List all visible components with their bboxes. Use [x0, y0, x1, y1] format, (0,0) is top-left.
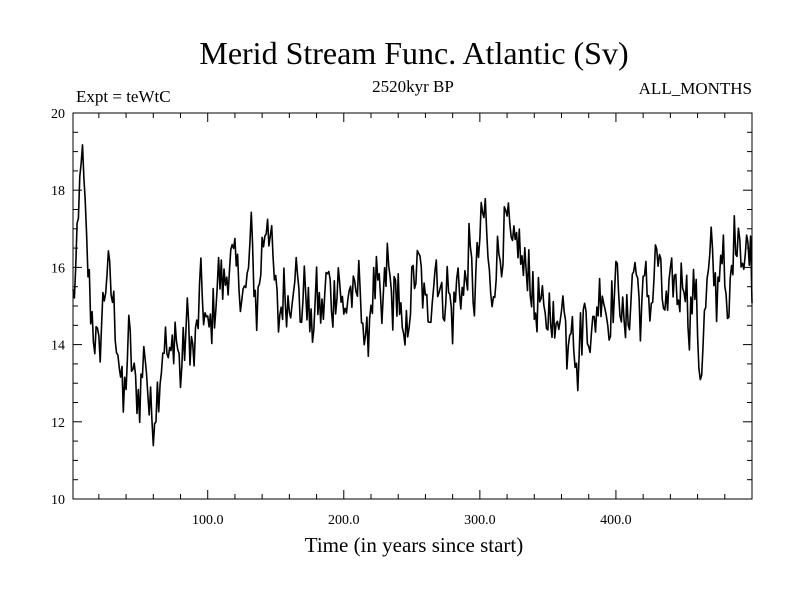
x-tick-label: 200.0 [328, 513, 360, 528]
y-tick-label: 18 [51, 184, 65, 199]
axis-ticks [73, 112, 752, 500]
subtitle-left: Expt = teWtC [76, 87, 171, 106]
y-tick-label: 20 [51, 107, 65, 122]
x-axis-label: Time (in years since start) [305, 533, 524, 557]
y-tick-label: 14 [51, 339, 65, 354]
axis-tick-labels: 10 12 14 16 18 20 100.0 200.0 300.0 400.0 [51, 107, 632, 528]
x-tick-label: 100.0 [192, 513, 224, 528]
y-tick-label: 10 [51, 493, 65, 508]
subtitle-right: ALL_MONTHS [639, 79, 752, 98]
x-tick-label: 300.0 [464, 513, 496, 528]
plot-area-frame [72, 112, 753, 500]
subtitle-center: 2520kyr BP [372, 77, 454, 96]
chart-title: Merid Stream Func. Atlantic (Sv) [199, 35, 628, 71]
x-tick-label: 400.0 [600, 513, 632, 528]
y-tick-label: 12 [51, 416, 65, 431]
y-tick-label: 16 [51, 261, 65, 276]
series-line [72, 144, 753, 447]
